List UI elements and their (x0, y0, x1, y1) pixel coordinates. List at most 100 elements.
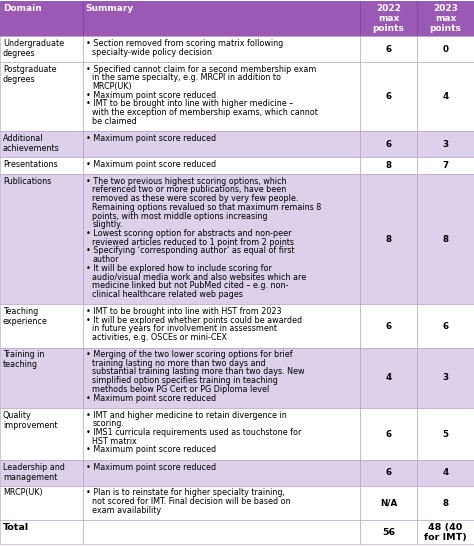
Text: 6: 6 (386, 45, 392, 54)
Bar (83, 520, 360, 544)
Text: 4: 4 (443, 468, 448, 478)
Bar (417, 1, 474, 37)
Text: 8: 8 (386, 235, 392, 244)
Bar (83, 157, 360, 174)
Text: clinical healthcare related web pages: clinical healthcare related web pages (92, 290, 243, 299)
Text: Postgraduate
degrees: Postgraduate degrees (3, 64, 56, 84)
Bar (417, 174, 474, 305)
Text: • IMT to be brought into line with HST from 2023: • IMT to be brought into line with HST f… (86, 307, 281, 316)
Text: • Section removed from scoring matrix following: • Section removed from scoring matrix fo… (86, 39, 283, 48)
Bar (417, 132, 474, 157)
Bar (360, 486, 417, 520)
Text: 6: 6 (386, 468, 392, 478)
Text: in future years for involvement in assessment: in future years for involvement in asses… (92, 324, 277, 333)
Bar (0, 37, 83, 62)
Bar (360, 460, 417, 486)
Bar (0, 132, 83, 157)
Text: Presentations: Presentations (3, 159, 57, 169)
Bar (0, 460, 83, 486)
Text: • It will be explored how to include scoring for: • It will be explored how to include sco… (86, 264, 272, 273)
Bar (83, 174, 360, 305)
Bar (360, 520, 417, 544)
Bar (360, 37, 417, 62)
Text: not scored for IMT. Final decision will be based on: not scored for IMT. Final decision will … (92, 497, 291, 506)
Bar (417, 62, 474, 132)
Text: • Merging of the two lower scoring options for brief: • Merging of the two lower scoring optio… (86, 350, 292, 359)
Text: referenced two or more publications, have been: referenced two or more publications, hav… (92, 186, 286, 194)
Text: • IMT to be brought into line with higher medicine –: • IMT to be brought into line with highe… (86, 99, 293, 109)
Text: Training in
teaching: Training in teaching (3, 350, 44, 370)
Text: 7: 7 (443, 161, 448, 170)
Text: • Maximum point score reduced: • Maximum point score reduced (86, 462, 216, 472)
Bar (417, 305, 474, 348)
Text: scoring.: scoring. (92, 419, 124, 429)
Bar (360, 348, 417, 408)
Text: • Maximum point score reduced: • Maximum point score reduced (86, 159, 216, 169)
Text: N/A: N/A (380, 498, 397, 508)
Text: 2023
max
points: 2023 max points (429, 3, 462, 33)
Text: HST matrix: HST matrix (92, 437, 137, 446)
Text: 0: 0 (443, 45, 448, 54)
Bar (417, 157, 474, 174)
Bar (83, 37, 360, 62)
Bar (360, 132, 417, 157)
Bar (83, 62, 360, 132)
Text: 6: 6 (386, 92, 392, 102)
Bar (360, 174, 417, 305)
Bar (0, 157, 83, 174)
Text: 3: 3 (443, 140, 448, 149)
Text: 48 (40
for IMT): 48 (40 for IMT) (424, 523, 467, 542)
Text: Remaining options revalued so that maximum remains 8: Remaining options revalued so that maxim… (92, 203, 321, 212)
Text: 8: 8 (443, 235, 448, 244)
Text: 5: 5 (443, 430, 448, 438)
Text: methods below PG Cert or PG Diploma level: methods below PG Cert or PG Diploma leve… (92, 385, 270, 394)
Text: be claimed: be claimed (92, 117, 137, 126)
Bar (417, 520, 474, 544)
Bar (0, 62, 83, 132)
Text: MRCP(UK): MRCP(UK) (3, 488, 43, 497)
Text: specialty-wide policy decision: specialty-wide policy decision (92, 48, 212, 57)
Bar (0, 486, 83, 520)
Bar (0, 408, 83, 460)
Text: 8: 8 (386, 161, 392, 170)
Text: training lasting no more than two days and: training lasting no more than two days a… (92, 359, 266, 368)
Bar (417, 486, 474, 520)
Bar (83, 348, 360, 408)
Bar (83, 460, 360, 486)
Text: Total: Total (3, 523, 29, 532)
Text: • IMS1 curricula requirements used as touchstone for: • IMS1 curricula requirements used as to… (86, 428, 301, 437)
Text: Quality
improvement: Quality improvement (3, 411, 57, 430)
Text: removed as these were scored by very few people.: removed as these were scored by very few… (92, 194, 299, 203)
Text: • Specified cannot claim for a second membership exam: • Specified cannot claim for a second me… (86, 64, 316, 74)
Text: 4: 4 (386, 373, 392, 382)
Bar (0, 305, 83, 348)
Text: with the exception of membership exams, which cannot: with the exception of membership exams, … (92, 108, 318, 117)
Bar (417, 460, 474, 486)
Text: points, with most middle options increasing: points, with most middle options increas… (92, 211, 268, 221)
Text: activities, e.g. OSCEs or mini-CEX: activities, e.g. OSCEs or mini-CEX (92, 333, 227, 342)
Text: medicine linked but not PubMed cited – e.g. non-: medicine linked but not PubMed cited – e… (92, 281, 289, 290)
Bar (417, 408, 474, 460)
Text: • IMT and higher medicine to retain divergence in: • IMT and higher medicine to retain dive… (86, 411, 287, 420)
Bar (360, 157, 417, 174)
Text: • Maximum point score reduced: • Maximum point score reduced (86, 134, 216, 143)
Text: 6: 6 (386, 430, 392, 438)
Text: Publications: Publications (3, 177, 51, 186)
Text: 6: 6 (443, 322, 448, 330)
Text: • Lowest scoring option for abstracts and non-peer: • Lowest scoring option for abstracts an… (86, 229, 292, 238)
Bar (0, 1, 83, 37)
Text: Leadership and
management: Leadership and management (3, 462, 65, 482)
Text: MRCP(UK): MRCP(UK) (92, 82, 132, 91)
Bar (83, 1, 360, 37)
Bar (360, 1, 417, 37)
Text: • Plan is to reinstate for higher specialty training,: • Plan is to reinstate for higher specia… (86, 488, 285, 497)
Bar (83, 305, 360, 348)
Text: Teaching
experience: Teaching experience (3, 307, 48, 327)
Text: substantial training lasting more than two days. New: substantial training lasting more than t… (92, 367, 305, 377)
Text: • Specifying ‘corresponding author’ as equal of first: • Specifying ‘corresponding author’ as e… (86, 246, 294, 256)
Text: in the same specialty, e.g. MRCPI in addition to: in the same specialty, e.g. MRCPI in add… (92, 73, 281, 82)
Text: 6: 6 (386, 322, 392, 330)
Bar (0, 348, 83, 408)
Text: 6: 6 (386, 140, 392, 149)
Bar (83, 408, 360, 460)
